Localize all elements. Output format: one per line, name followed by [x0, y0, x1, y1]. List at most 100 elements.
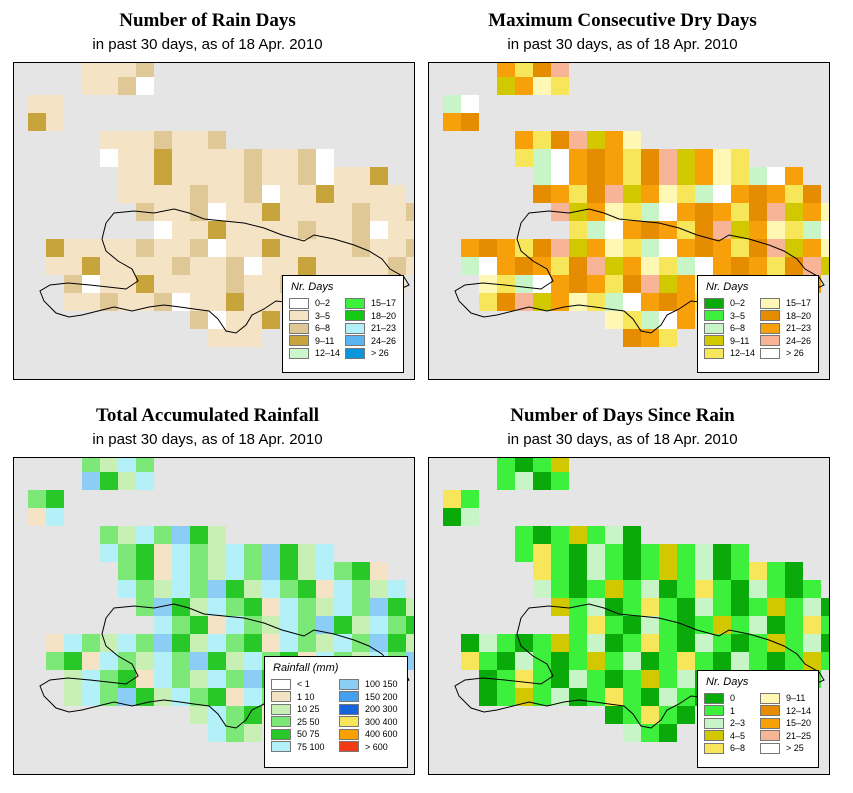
legend-label: 9–11	[786, 693, 806, 703]
grid-cell	[262, 239, 280, 257]
grid-cell	[370, 634, 388, 652]
grid-cell	[388, 221, 406, 239]
grid-cell	[713, 149, 731, 167]
grid-cell	[370, 616, 388, 634]
grid-cell	[803, 634, 821, 652]
legend-swatch	[271, 703, 291, 715]
grid-cell	[551, 167, 569, 185]
legend-label: > 26	[786, 348, 804, 358]
grid-cell	[587, 598, 605, 616]
grid-cell	[515, 688, 533, 706]
grid-cell	[208, 293, 226, 311]
legend-swatch	[704, 322, 724, 334]
grid-cell	[551, 544, 569, 562]
grid-cell	[551, 149, 569, 167]
grid-cell	[767, 580, 785, 598]
grid-cell	[731, 634, 749, 652]
grid-cell	[154, 616, 172, 634]
grid-cell	[118, 472, 136, 490]
panel-title: Maximum Consecutive Dry Days	[488, 10, 757, 31]
legend: Nr. Days 0 1 2–3 4–5 6–8 9–11 12–14 15–20 21–25 >…	[697, 670, 819, 768]
grid-cell	[587, 149, 605, 167]
grid-cell	[190, 670, 208, 688]
grid-cell	[262, 598, 280, 616]
grid-cell	[497, 688, 515, 706]
grid-cell	[641, 239, 659, 257]
grid-cell	[587, 203, 605, 221]
grid-cell	[677, 706, 695, 724]
grid-cell	[533, 239, 551, 257]
grid-cell	[605, 131, 623, 149]
legend-swatch	[271, 678, 291, 690]
grid-cell	[280, 616, 298, 634]
grid-cell	[677, 670, 695, 688]
legend-title: Nr. Days	[706, 676, 749, 688]
legend-item: 21–23	[760, 322, 811, 334]
legend-label: 150 200	[365, 691, 398, 702]
legend-swatch	[704, 705, 724, 716]
grid-cell	[695, 562, 713, 580]
legend-label: 21–23	[786, 323, 812, 333]
grid-cell	[605, 203, 623, 221]
grid-cell	[641, 275, 659, 293]
grid-cell	[623, 724, 641, 742]
grid-cell	[695, 167, 713, 185]
grid-cell	[298, 221, 316, 239]
grid-cell	[731, 616, 749, 634]
grid-cell	[713, 221, 731, 239]
grid-cell	[334, 167, 352, 185]
grid-cell	[695, 203, 713, 221]
grid-cell	[497, 77, 515, 95]
grid-cell	[515, 526, 533, 544]
grid-cell	[695, 598, 713, 616]
grid-cell	[785, 221, 803, 239]
legend-label: 3–5	[730, 310, 746, 321]
legend-label: 10 25	[297, 704, 320, 714]
grid-cell	[587, 257, 605, 275]
grid-cell	[785, 598, 803, 616]
grid-cell	[731, 652, 749, 670]
grid-cell	[226, 580, 244, 598]
legend-item: 12–14	[704, 347, 755, 359]
grid-cell	[785, 616, 803, 634]
grid-cell	[118, 167, 136, 185]
grid-cell	[641, 562, 659, 580]
legend-label: 400 600	[365, 729, 398, 739]
grid-cell	[623, 526, 641, 544]
grid-cell	[280, 221, 298, 239]
grid-cell	[533, 472, 551, 490]
legend-item: 0–2	[289, 297, 330, 309]
legend-swatch	[760, 730, 780, 741]
grid-cell	[46, 490, 64, 508]
grid-cell	[569, 167, 587, 185]
grid-cell	[244, 670, 262, 688]
grid-cell	[713, 203, 731, 221]
legend-label: 12–14	[315, 348, 341, 358]
legend-swatch	[760, 705, 780, 716]
grid-cell	[641, 221, 659, 239]
grid-cell	[623, 185, 641, 203]
legend-item: 0–2	[704, 297, 745, 309]
grid-cell	[713, 257, 731, 275]
grid-cell	[623, 616, 641, 634]
grid-cell	[208, 688, 226, 706]
legend-item: 3–5	[289, 310, 330, 322]
grid-cell	[154, 688, 172, 706]
grid-cell	[569, 526, 587, 544]
grid-cell	[190, 221, 208, 239]
grid-cell	[136, 634, 154, 652]
grid-cell	[587, 239, 605, 257]
grid-cell	[497, 634, 515, 652]
grid-cell	[172, 257, 190, 275]
map-rainfall: Rainfall (mm) < 1 1 10 10 25 25 50 50 75 75 1…	[13, 457, 415, 775]
grid-cell	[641, 634, 659, 652]
grid-cell	[154, 598, 172, 616]
legend-swatch	[760, 310, 780, 321]
legend-swatch	[339, 728, 359, 740]
grid-cell	[100, 670, 118, 688]
grid-cell	[623, 131, 641, 149]
grid-cell	[100, 688, 118, 706]
legend-label: 4–5	[730, 730, 746, 741]
grid-cell	[659, 221, 677, 239]
grid-cell	[659, 311, 677, 329]
